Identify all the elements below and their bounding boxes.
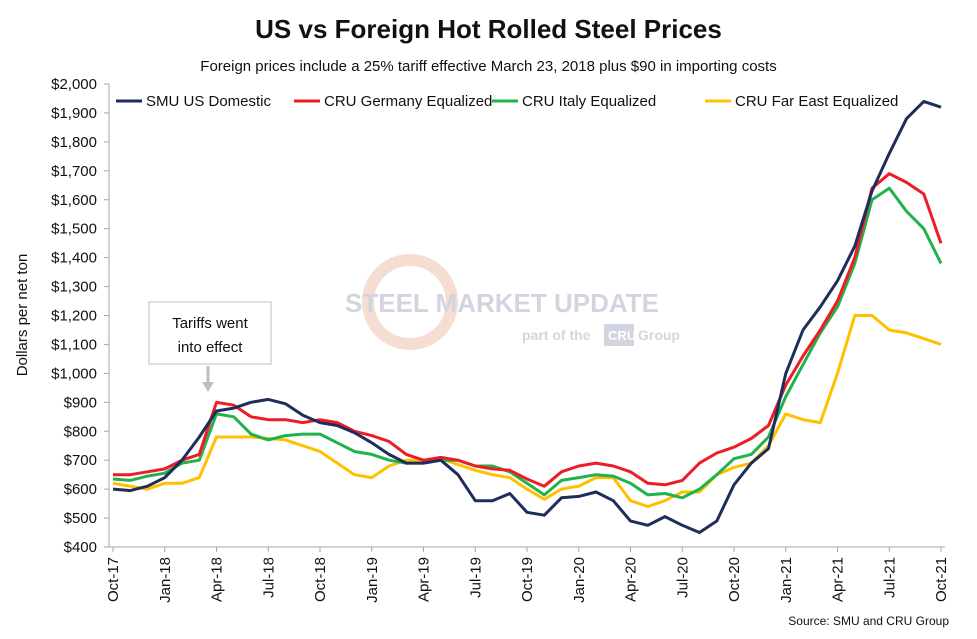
y-tick-label: $400 bbox=[64, 539, 97, 556]
y-axis-label: Dollars per net ton bbox=[14, 254, 31, 377]
series-line-cru-italy-equalized bbox=[112, 186, 943, 500]
tariff-annotation: Tariffs went into effect bbox=[148, 301, 272, 392]
x-tick-label: Jul-20 bbox=[674, 557, 691, 598]
x-tick-label: Apr-19 bbox=[416, 557, 433, 602]
x-tick-label: Apr-18 bbox=[209, 557, 226, 602]
y-tick-label: $1,900 bbox=[51, 105, 97, 122]
legend-label: SMU US Domestic bbox=[146, 93, 272, 110]
chart-title: US vs Foreign Hot Rolled Steel Prices bbox=[255, 14, 722, 44]
y-tick-label: $1,800 bbox=[51, 134, 97, 151]
x-tick-label: Oct-20 bbox=[726, 557, 743, 602]
x-tick-label: Apr-21 bbox=[830, 557, 847, 602]
watermark-line2-prefix: part of the bbox=[522, 327, 591, 343]
y-tick-label: $1,100 bbox=[51, 336, 97, 353]
legend: SMU US Domestic CRU Germany Equalized CRU … bbox=[116, 93, 898, 110]
y-tick-label: $500 bbox=[64, 510, 97, 527]
series-line-smu-us-domestic bbox=[112, 99, 942, 534]
legend-label: CRU Germany Equalized bbox=[324, 93, 492, 110]
x-tick-label: Jul-19 bbox=[467, 557, 484, 598]
y-tick-label: $1,700 bbox=[51, 163, 97, 180]
series-line-cru-germany-equalized bbox=[113, 172, 943, 488]
y-tick-label: $1,300 bbox=[51, 279, 97, 296]
y-tick-label: $700 bbox=[64, 452, 97, 469]
x-tick-label: Oct-21 bbox=[933, 557, 950, 602]
y-tick-label: $1,600 bbox=[51, 192, 97, 209]
y-tick-label: $1,200 bbox=[51, 308, 97, 325]
watermark-line1: STEEL MARKET UPDATE bbox=[345, 288, 659, 318]
annotation-arrow-head bbox=[202, 382, 214, 392]
y-tick-label: $600 bbox=[64, 481, 97, 498]
legend-label: CRU Far East Equalized bbox=[735, 93, 898, 110]
chart-subtitle: Foreign prices include a 25% tariff effe… bbox=[200, 58, 777, 75]
y-tick-label: $2,000 bbox=[51, 76, 97, 93]
x-tick-label: Jan-20 bbox=[571, 557, 588, 603]
x-ticks: Oct-17 Jan-18 Apr-18 Jul-18 Oct-18 Jan-19 Apr-… bbox=[105, 547, 950, 603]
legend-label: CRU Italy Equalized bbox=[522, 93, 656, 110]
x-tick-label: Apr-20 bbox=[623, 557, 640, 602]
y-tick-label: $1,000 bbox=[51, 365, 97, 382]
x-tick-label: Jul-18 bbox=[260, 557, 277, 598]
x-tick-label: Oct-19 bbox=[519, 557, 536, 602]
x-tick-label: Oct-17 bbox=[105, 557, 122, 602]
y-tick-label: $800 bbox=[64, 423, 97, 440]
y-tick-label: $1,500 bbox=[51, 221, 97, 238]
watermark: STEEL MARKET UPDATE part of the CRU Grou… bbox=[345, 254, 680, 350]
watermark-logo bbox=[362, 254, 458, 350]
annotation-box bbox=[148, 301, 272, 365]
y-tick-label: $900 bbox=[64, 394, 97, 411]
x-tick-label: Jan-19 bbox=[364, 557, 381, 603]
series-lines bbox=[112, 99, 943, 534]
watermark-line2-suffix: Group bbox=[638, 327, 680, 343]
x-tick-label: Oct-18 bbox=[312, 557, 329, 602]
annotation-line-1: Tariffs went bbox=[172, 315, 248, 332]
source-note: Source: SMU and CRU Group bbox=[788, 614, 949, 628]
x-tick-label: Jan-21 bbox=[778, 557, 795, 603]
y-ticks: $400 $500 $600 $700 $800 $900 $1,000 $1,100 $1,2… bbox=[51, 76, 109, 556]
watermark-box-text: CRU bbox=[608, 328, 636, 343]
y-tick-label: $1,400 bbox=[51, 250, 97, 267]
watermark-box bbox=[604, 324, 634, 346]
annotation-line-2: into effect bbox=[178, 339, 244, 356]
x-tick-label: Jul-21 bbox=[881, 557, 898, 598]
x-tick-label: Jan-18 bbox=[157, 557, 174, 603]
series-line-cru-far-east-equalized bbox=[112, 314, 942, 508]
